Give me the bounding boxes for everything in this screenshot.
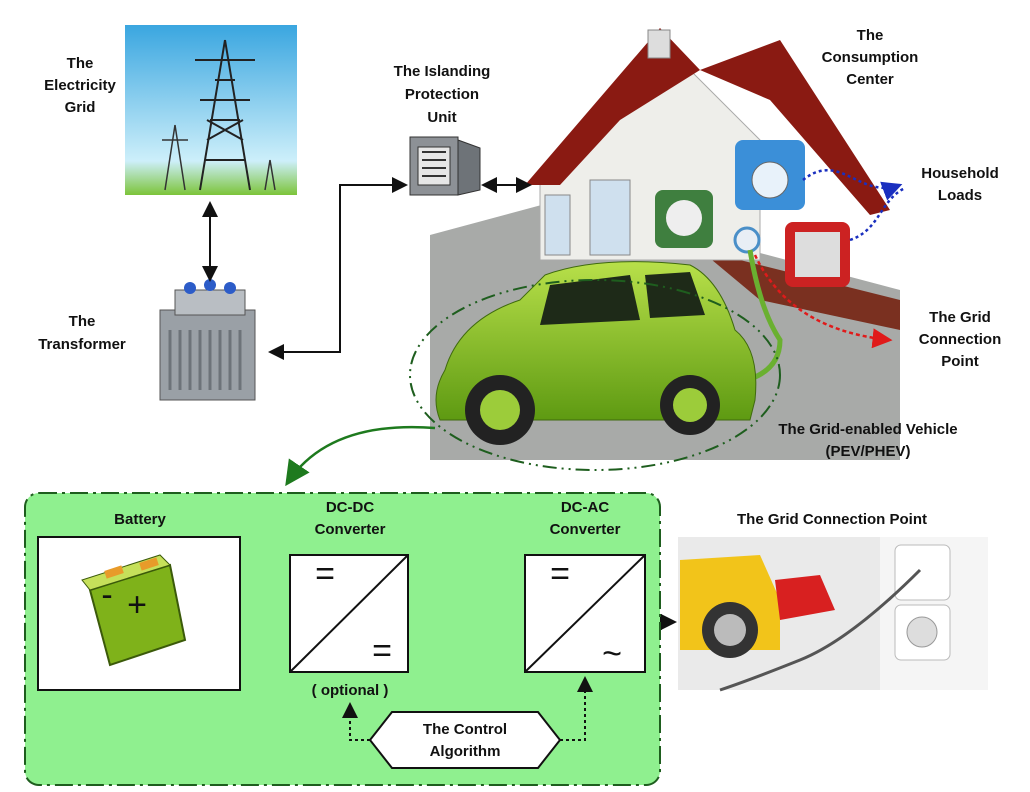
symbol-dcdc-in: = (315, 555, 335, 593)
grid-label: Grid (65, 99, 96, 116)
symbol-battery-minus: - (101, 576, 112, 614)
control-label: The Control (423, 721, 507, 738)
grid-label: The (67, 55, 94, 72)
symbol-dcdc-out: = (372, 632, 392, 670)
transformer-picture (160, 279, 255, 400)
consumption-label: Consumption (822, 49, 919, 66)
dcdc-label: Converter (315, 521, 386, 538)
household-label: Loads (938, 187, 982, 204)
dcac-label: DC-AC (561, 499, 609, 516)
grid-point-label: Point (941, 353, 979, 370)
grid-label: Electricity (44, 77, 116, 94)
islanding-picture (410, 137, 480, 195)
vehicle-label: (PEV/PHEV) (825, 443, 910, 460)
house-scene (410, 28, 905, 470)
consumption-label: Center (846, 71, 894, 88)
vehicle-label: The Grid-enabled Vehicle (778, 421, 957, 438)
dcac-label: Converter (550, 521, 621, 538)
grid-picture (125, 25, 297, 195)
diagram: The Electricity Grid The Transformer The Isla… (0, 0, 1030, 792)
dcdc-label: DC-DC (326, 499, 374, 516)
grid-point-label: The Grid (929, 309, 991, 326)
green-arrow (288, 427, 435, 482)
transformer-label: The (69, 313, 96, 330)
grid-point-label: Connection (919, 331, 1002, 348)
grid-point-photo-label: The Grid Connection Point (737, 511, 927, 528)
consumption-label: The (857, 27, 884, 44)
optional-label: ( optional ) (312, 682, 389, 699)
transformer-label: Transformer (38, 336, 126, 353)
islanding-label: Protection (405, 86, 479, 103)
symbol-battery-plus: + (127, 586, 147, 624)
household-label: Household (921, 165, 999, 182)
islanding-label: The Islanding (394, 63, 491, 80)
grid-point-photo (678, 537, 988, 690)
islanding-label: Unit (427, 109, 456, 126)
symbol-dcac-in: = (550, 555, 570, 593)
symbol-dcac-out: ~ (602, 635, 622, 673)
control-label: Algorithm (430, 743, 501, 760)
battery-label: Battery (114, 511, 166, 528)
